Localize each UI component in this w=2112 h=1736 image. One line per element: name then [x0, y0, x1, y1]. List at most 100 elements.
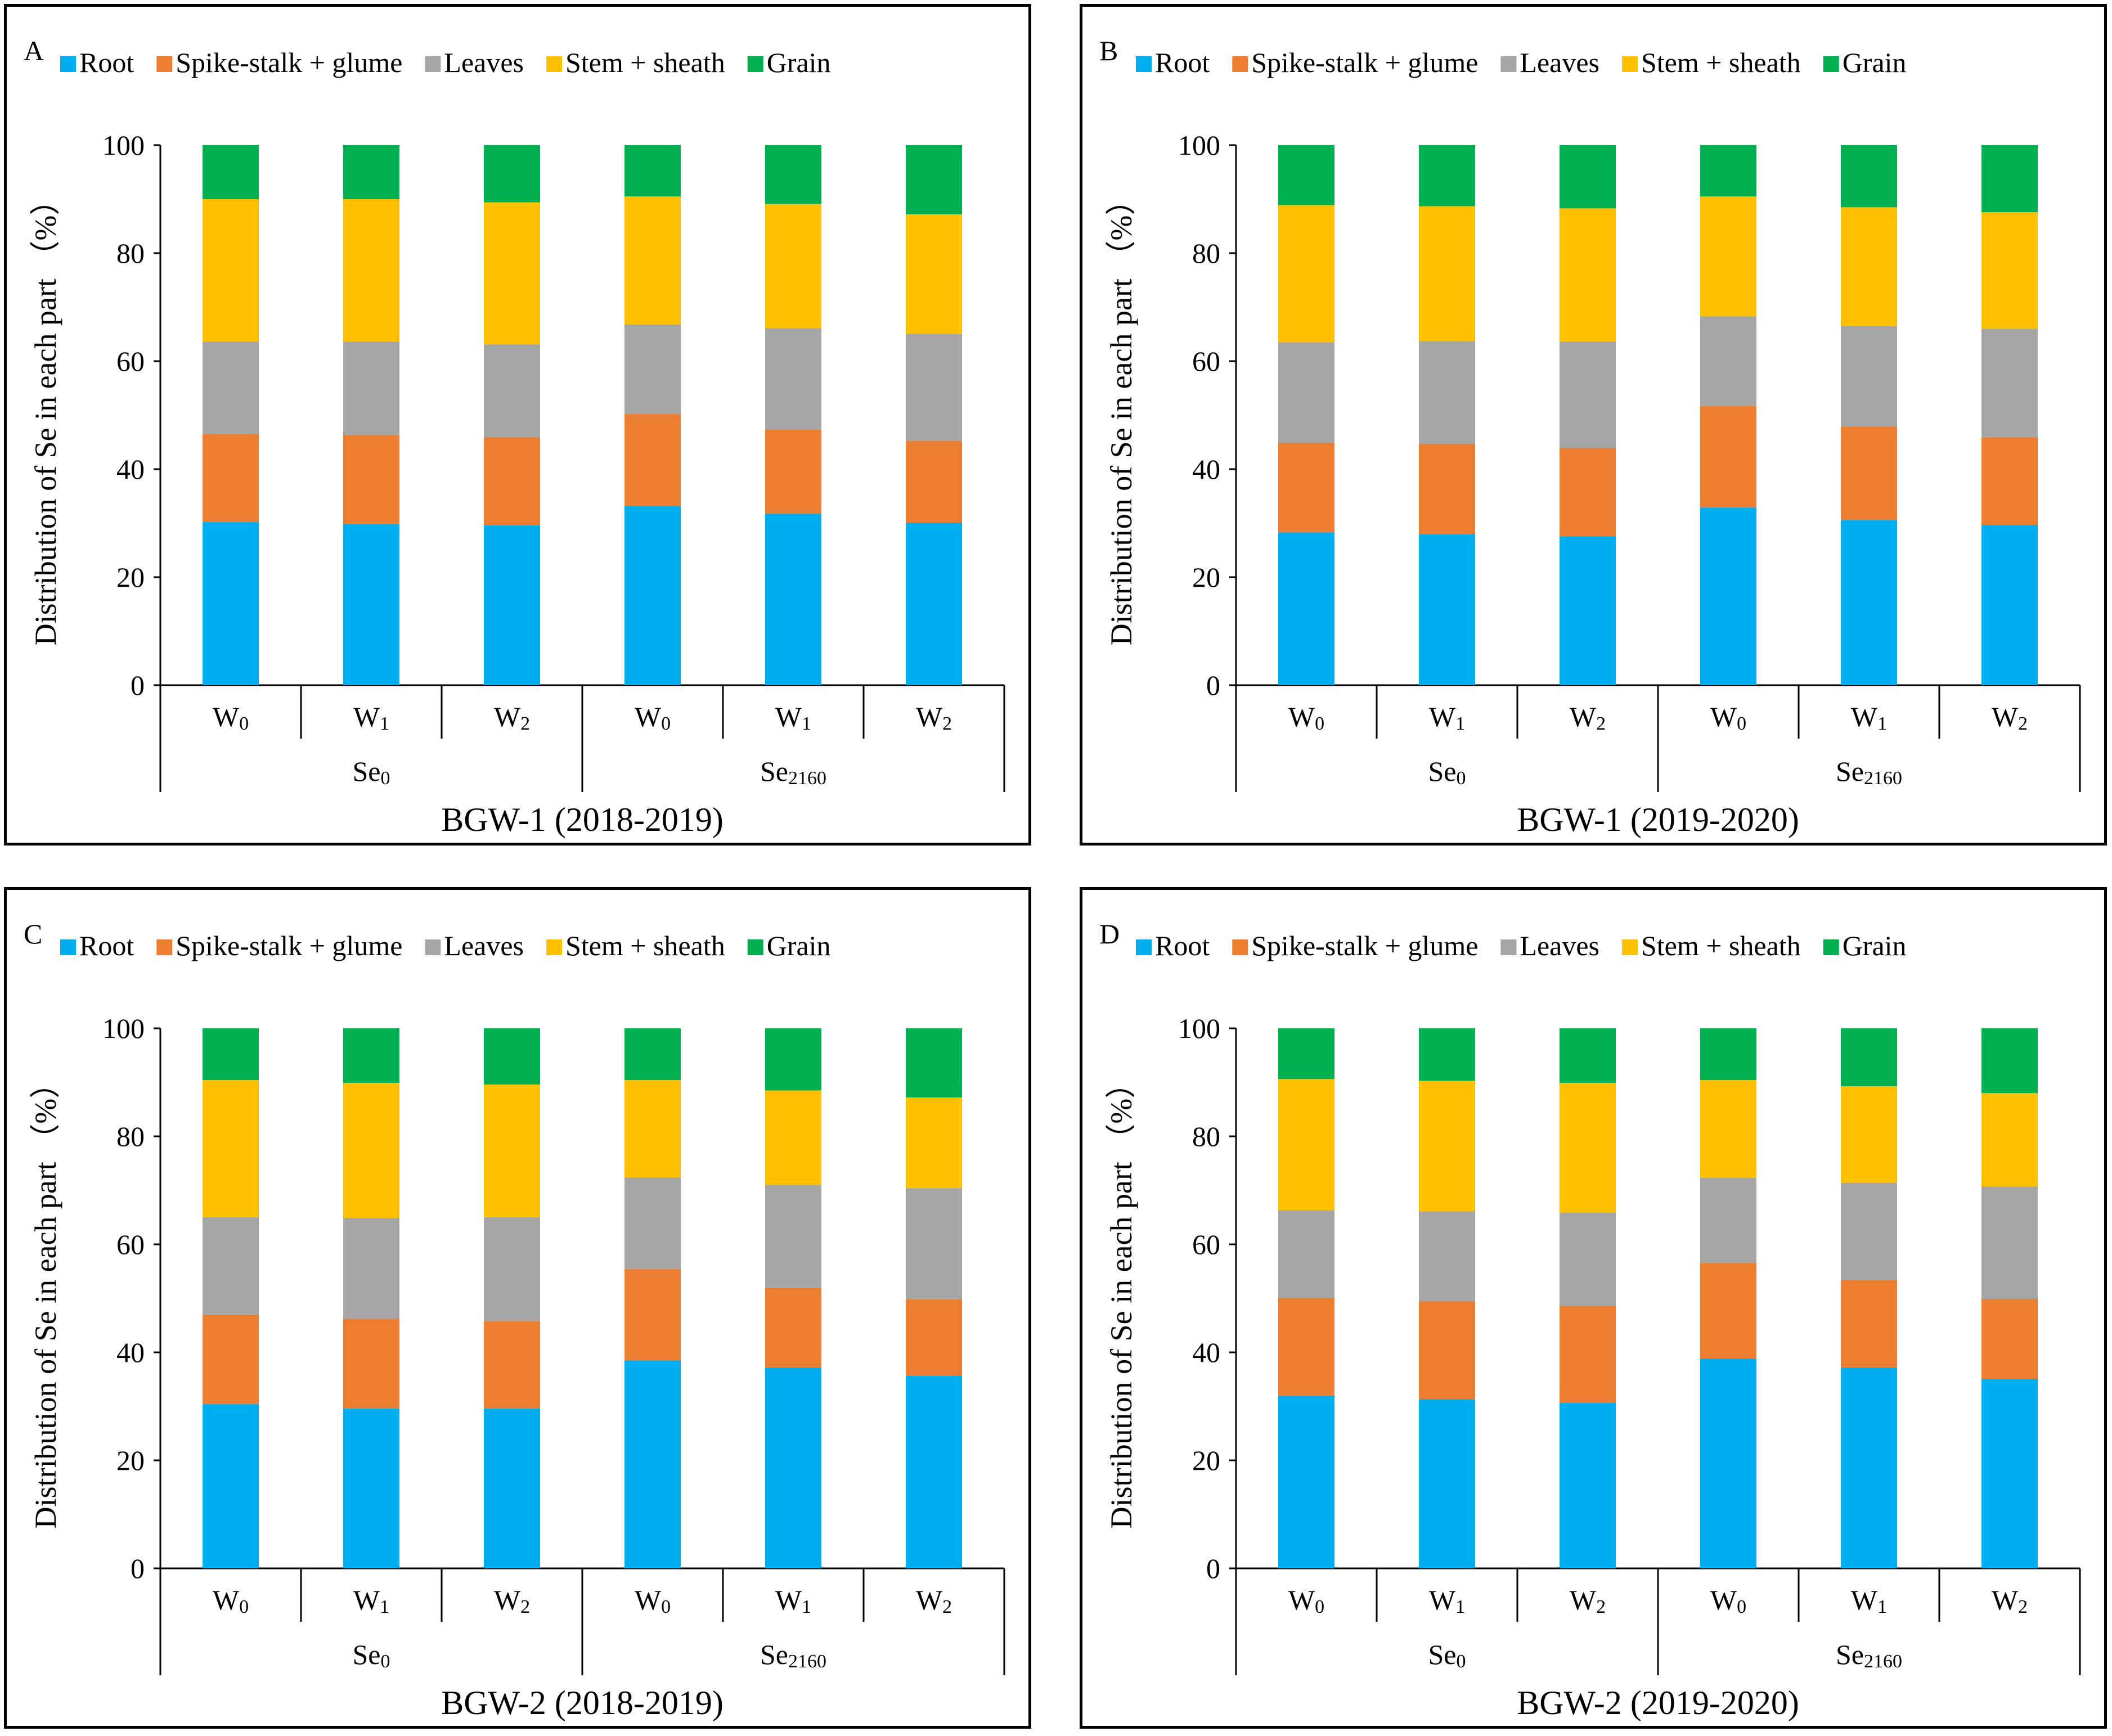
- bar-segment-stem-sheath: [1981, 212, 2038, 329]
- chart-svg: C Root Spike-stalk + glume Leaves Stem + she…: [24, 918, 1005, 1721]
- legend-swatch: [156, 939, 173, 955]
- bar-segment-grain: [624, 145, 681, 197]
- y-tick-label: 80: [1192, 237, 1220, 269]
- panel-letter: C: [24, 918, 42, 950]
- bar-segment-stem-sheath: [624, 196, 681, 325]
- legend-label: Root: [1155, 47, 1210, 78]
- bar-segment-stem-sheath: [343, 1082, 399, 1218]
- legend-label: Stem + sheath: [1641, 930, 1801, 961]
- bar-segment-root: [624, 506, 681, 685]
- y-tick-label: 0: [131, 669, 145, 701]
- bar-segment-leaves: [1700, 316, 1756, 406]
- bar-segment-spike-stalk-glume: [1560, 1306, 1616, 1403]
- bar-segment-leaves: [906, 1188, 962, 1299]
- bar-segment-root: [203, 1404, 259, 1568]
- x-group-label: Se2160: [1836, 755, 1902, 789]
- bar-segment-leaves: [343, 341, 399, 435]
- legend-swatch: [747, 939, 763, 955]
- x-category-label: W1: [1851, 701, 1887, 734]
- x-category-label: W0: [1288, 1584, 1324, 1617]
- bar-segment-leaves: [624, 1177, 681, 1270]
- bar-segment-stem-sheath: [1560, 1082, 1616, 1213]
- legend-label: Root: [79, 47, 134, 78]
- bar-segment-spike-stalk-glume: [624, 1269, 681, 1361]
- bar-segment-stem-sheath: [765, 204, 821, 329]
- chart-panel-b: B Root Spike-stalk + glume Leaves Stem + she…: [1080, 4, 2107, 845]
- bar-segment-spike-stalk-glume: [765, 1287, 821, 1368]
- bar-segment-stem-sheath: [1700, 196, 1756, 317]
- y-tick-label: 0: [1206, 669, 1220, 701]
- chart-svg: B Root Spike-stalk + glume Leaves Stem + she…: [1099, 35, 2081, 838]
- x-category-label: W1: [1429, 701, 1465, 734]
- legend-swatch: [1823, 939, 1839, 955]
- x-group-label: Se2160: [1836, 1639, 1902, 1672]
- y-axis-title: Distribution of Se in each part （%）: [29, 1068, 62, 1529]
- x-category-label: W1: [353, 1584, 389, 1617]
- bar-segment-stem-sheath: [484, 202, 540, 345]
- bar-segment-stem-sheath: [765, 1090, 821, 1185]
- legend-label: Spike-stalk + glume: [176, 930, 402, 961]
- bar-segment-spike-stalk-glume: [1419, 1301, 1475, 1400]
- y-tick-label: 20: [116, 1445, 145, 1476]
- y-tick-label: 0: [1206, 1553, 1220, 1584]
- bar-segment-root: [484, 1408, 540, 1568]
- bar-segment-root: [1841, 520, 1897, 685]
- y-tick-label: 100: [1178, 129, 1220, 161]
- bar-segment-leaves: [765, 328, 821, 430]
- bar-segment-grain: [484, 145, 540, 203]
- bar-segment-grain: [1700, 1028, 1756, 1081]
- panel-letter: A: [24, 35, 44, 66]
- bar-segment-spike-stalk-glume: [1278, 1298, 1334, 1396]
- bar-segment-grain: [1841, 1028, 1897, 1086]
- bar-segment-root: [1700, 507, 1756, 685]
- x-category-label: W2: [1570, 701, 1606, 734]
- bar-segment-grain: [1419, 145, 1475, 206]
- bar-segment-root: [1560, 537, 1616, 685]
- x-category-label: W2: [494, 701, 530, 734]
- bar-segment-grain: [203, 145, 259, 199]
- bar-segment-leaves: [343, 1217, 399, 1319]
- bar-segment-spike-stalk-glume: [1981, 1298, 2038, 1379]
- x-group-label: Se0: [1428, 755, 1466, 789]
- bar-segment-root: [1419, 1399, 1475, 1568]
- bar-segment-root: [343, 524, 399, 685]
- bar-segment-leaves: [203, 341, 259, 434]
- legend-label: Leaves: [1520, 47, 1599, 78]
- bar-segment-leaves: [1841, 1182, 1897, 1280]
- bar-segment-root: [906, 1375, 962, 1568]
- legend-label: Spike-stalk + glume: [1251, 930, 1478, 961]
- bar-segment-root: [1278, 532, 1334, 685]
- legend-swatch: [1232, 56, 1248, 72]
- bar-segment-grain: [765, 145, 821, 204]
- legend-label: Spike-stalk + glume: [176, 47, 402, 78]
- legend-label: Grain: [767, 930, 831, 961]
- bar-segment-spike-stalk-glume: [765, 429, 821, 514]
- y-tick-label: 20: [116, 561, 145, 593]
- bar-segment-stem-sheath: [203, 199, 259, 342]
- bar-segment-leaves: [1560, 341, 1616, 448]
- y-axis-title: Distribution of Se in each part （%）: [1104, 1068, 1138, 1529]
- bar-segment-stem-sheath: [624, 1080, 681, 1177]
- legend-swatch: [1621, 939, 1638, 955]
- bar-segment-grain: [484, 1028, 540, 1085]
- bar-segment-root: [484, 525, 540, 685]
- bar-segment-grain: [1419, 1028, 1475, 1081]
- x-category-label: W0: [213, 1584, 249, 1617]
- bar-segment-stem-sheath: [203, 1080, 259, 1217]
- legend-swatch: [1136, 939, 1152, 955]
- bar-segment-leaves: [1419, 1211, 1475, 1301]
- bar-segment-grain: [765, 1028, 821, 1091]
- y-tick-label: 80: [1192, 1121, 1220, 1152]
- bar-segment-grain: [1841, 145, 1897, 208]
- legend-label: Leaves: [1520, 930, 1599, 961]
- panel-letter: D: [1099, 918, 1120, 950]
- y-tick-label: 80: [116, 1121, 145, 1152]
- legend-swatch: [60, 939, 76, 955]
- x-group-label: Se0: [353, 1639, 390, 1672]
- bar-segment-grain: [1700, 145, 1756, 197]
- legend-label: Leaves: [444, 47, 524, 78]
- bar-segment-spike-stalk-glume: [1700, 406, 1756, 508]
- bar-segment-spike-stalk-glume: [1981, 437, 2038, 525]
- bar-segment-root: [1700, 1359, 1756, 1568]
- y-tick-label: 80: [116, 237, 145, 269]
